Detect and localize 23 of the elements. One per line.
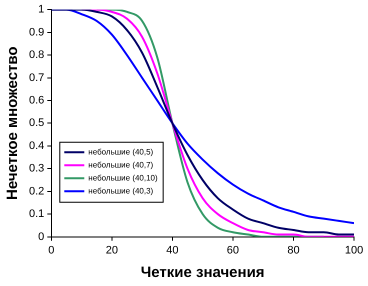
y-tick-label: 0.6 [28,94,44,107]
x-tick-label: 60 [226,244,240,256]
x-tick-label: 40 [166,244,178,256]
y-tick-label: 1 [38,4,44,16]
legend-label: небольшие (40,5) [88,148,154,157]
y-tick-label: 0.1 [28,208,44,220]
legend-label: небольшие (40,10) [88,174,158,183]
y-tick-label: 0.2 [28,185,44,198]
x-tick-label: 0 [48,244,54,256]
x-tick-label: 20 [106,244,118,256]
y-tick-label: 0.8 [28,49,44,62]
y-tick-label: 0.7 [28,72,44,84]
x-tick-label: 80 [287,244,300,256]
y-tick-label: 0.5 [28,117,44,130]
y-tick-label: 0.4 [28,140,44,152]
legend-label: небольшие (40,3) [88,186,154,196]
x-axis-title: Четкие значения [140,264,265,282]
x-tick-label: 100 [344,244,364,256]
y-tick-label: 0.9 [28,26,44,38]
y-tick-label: 0.3 [28,162,44,175]
legend-label: небольшие (40,7) [88,160,154,170]
y-axis-title: Нечеткое множество [4,46,22,200]
y-tick-label: 0 [38,230,44,243]
